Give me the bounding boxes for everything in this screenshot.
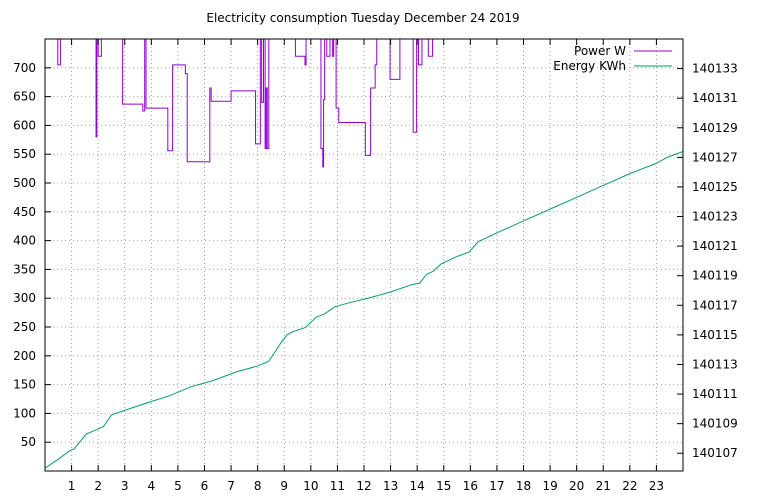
x-tick-label: 19 xyxy=(542,479,557,493)
x-tick-label: 14 xyxy=(410,479,425,493)
x-tick-label: 10 xyxy=(303,479,318,493)
y-right-tick-label: 140129 xyxy=(692,121,738,135)
x-tick-label: 7 xyxy=(227,479,235,493)
y-right-tick-label: 140133 xyxy=(692,62,738,76)
x-tick-label: 9 xyxy=(280,479,288,493)
plot-series xyxy=(45,39,683,469)
y-right-tick-label: 140117 xyxy=(692,298,738,312)
y-left-tick-label: 50 xyxy=(21,435,36,449)
y-left-tick-label: 350 xyxy=(13,262,36,276)
x-tick-label: 6 xyxy=(201,479,209,493)
x-tick-label: 21 xyxy=(596,479,611,493)
y-left-tick-label: 650 xyxy=(13,90,36,104)
y-right-tick-label: 140121 xyxy=(692,239,738,253)
y-left-tick-label: 600 xyxy=(13,118,36,132)
x-tick-label: 3 xyxy=(121,479,129,493)
x-tick-label: 5 xyxy=(174,479,182,493)
x-tick-label: 4 xyxy=(148,479,156,493)
y-right-tick-label: 140119 xyxy=(692,269,738,283)
y-left-tick-label: 100 xyxy=(13,406,36,420)
x-tick-label: 22 xyxy=(622,479,637,493)
y-right-tick-label: 140111 xyxy=(692,387,738,401)
y-left-tick-label: 400 xyxy=(13,234,36,248)
x-tick-label: 8 xyxy=(254,479,262,493)
y-left-tick-label: 300 xyxy=(13,291,36,305)
y-right-tick-label: 140131 xyxy=(692,91,738,105)
legend-label-energy: Energy KWh xyxy=(553,59,626,73)
legend-label-power: Power W xyxy=(574,44,626,58)
y-right-tick-label: 140109 xyxy=(692,417,738,431)
x-tick-label: 16 xyxy=(463,479,478,493)
y-right-tick-label: 140123 xyxy=(692,210,738,224)
y-left-tick-label: 200 xyxy=(13,349,36,363)
y-right-tick-label: 140125 xyxy=(692,180,738,194)
x-tick-label: 17 xyxy=(489,479,504,493)
x-tick-label: 13 xyxy=(383,479,398,493)
y-right-tick-label: 140127 xyxy=(692,150,738,164)
legend: Power W Energy KWh xyxy=(553,44,672,73)
x-tick-label: 15 xyxy=(436,479,451,493)
y-right-tick-label: 140113 xyxy=(692,357,738,371)
y-right-tick-label: 140115 xyxy=(692,328,738,342)
x-tick-label: 12 xyxy=(356,479,371,493)
y-left-tick-label: 150 xyxy=(13,378,36,392)
x-tick-label: 2 xyxy=(94,479,102,493)
x-tick-label: 20 xyxy=(569,479,584,493)
x-tick-label: 1 xyxy=(68,479,76,493)
x-tick-label: 11 xyxy=(330,479,345,493)
y-left-tick-label: 500 xyxy=(13,176,36,190)
y-left-tick-label: 550 xyxy=(13,147,36,161)
series-line-energy xyxy=(45,150,683,469)
y-left-tick-label: 250 xyxy=(13,320,36,334)
grid xyxy=(45,39,683,471)
y-left-tick-label: 700 xyxy=(13,61,36,75)
series-line-power xyxy=(57,39,434,168)
x-tick-label: 23 xyxy=(649,479,664,493)
y-right-tick-label: 140107 xyxy=(692,446,738,460)
y-left-tick-label: 450 xyxy=(13,205,36,219)
axis-ticks: 1 2 3 4 5 6 7 8 9 10 11 12 13 14 15 16 17 18 19 20 21 22 23501… xyxy=(13,39,738,493)
chart-title: Electricity consumption Tuesday December… xyxy=(206,11,519,25)
x-tick-label: 18 xyxy=(516,479,531,493)
